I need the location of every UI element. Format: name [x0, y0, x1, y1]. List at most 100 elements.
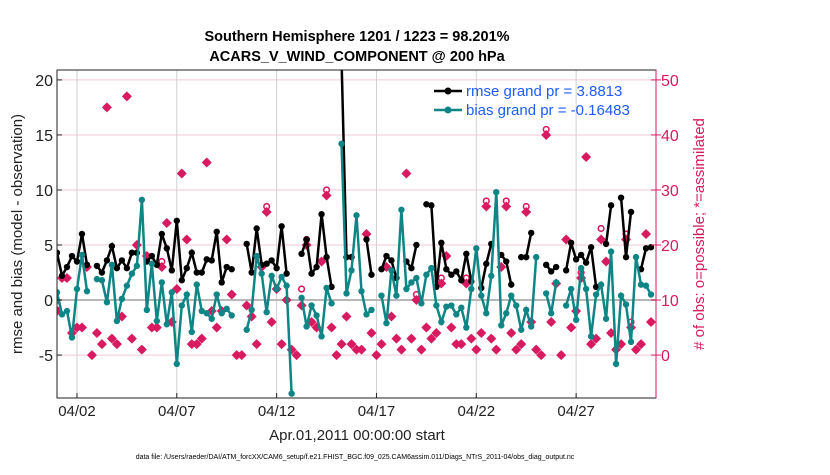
rmse-point	[503, 258, 510, 265]
bias-point	[632, 253, 640, 261]
obs-assimilated-point	[466, 333, 477, 344]
bias-point	[218, 310, 225, 317]
bias-point	[313, 312, 320, 319]
rmse-point	[642, 245, 650, 252]
bias-point	[473, 245, 480, 252]
rmse-point	[93, 262, 101, 270]
bias-point	[253, 252, 260, 260]
rmse-point	[73, 258, 81, 265]
obs-assimilated-point	[646, 317, 656, 328]
bias-point	[642, 282, 650, 289]
y-right-tick-label: 20	[661, 238, 679, 255]
obs-assimilated-point	[226, 289, 237, 300]
rmse-point	[283, 270, 290, 277]
obs-assimilated-point	[506, 328, 517, 339]
rmse-point	[273, 264, 280, 272]
x-tick-label: 04/27	[557, 403, 595, 420]
rmse-point	[153, 261, 161, 269]
legend-rmse-label: rmse grand pr = 3.8813	[466, 83, 622, 100]
bias-point	[178, 302, 185, 309]
bias-point	[158, 279, 166, 286]
rmse-point	[193, 269, 200, 276]
rmse-point	[423, 201, 430, 208]
obs-assimilated-point	[121, 91, 132, 102]
obs-assimilated-point	[76, 322, 87, 333]
rmse-point	[68, 252, 76, 260]
bias-point	[503, 310, 510, 317]
obs-assimilated-point	[431, 328, 442, 339]
obs-assimilated-point	[386, 311, 397, 322]
bias-point	[523, 306, 530, 314]
rmse-point	[98, 269, 106, 276]
bias-point	[283, 282, 290, 289]
rmse-point	[577, 251, 585, 259]
bias-point	[488, 272, 495, 280]
rmse-point	[328, 283, 335, 291]
obs-assimilated-point	[376, 339, 387, 350]
obs-assimilated-point	[486, 333, 497, 344]
rmse-point	[83, 261, 91, 269]
rmse-point	[542, 261, 550, 269]
obs-assimilated-point	[106, 333, 117, 344]
bias-point	[93, 275, 101, 283]
bias-point	[63, 307, 71, 315]
rmse-point	[383, 252, 390, 260]
obs-assimilated-point	[491, 344, 502, 355]
rmse-point	[123, 264, 131, 272]
bias-point	[413, 274, 420, 282]
obs-assimilated-point	[57, 306, 62, 317]
bias-point	[607, 248, 615, 255]
obs-assimilated-point	[131, 240, 142, 251]
bias-point	[358, 288, 365, 295]
obs-assimilated-point	[521, 206, 532, 217]
rmse-point	[622, 253, 630, 261]
bias-point	[98, 277, 106, 284]
rmse-point	[627, 208, 635, 216]
obs-assimilated-point	[536, 350, 547, 361]
bias-point	[383, 319, 390, 327]
rmse-point	[278, 223, 285, 230]
bias-point	[617, 292, 625, 299]
bias-point	[278, 273, 285, 281]
rmse-point	[203, 256, 210, 263]
rmse-point	[268, 257, 275, 264]
obs-assimilated-point	[556, 350, 567, 361]
obs-assimilated-point	[476, 328, 487, 339]
bias-point	[143, 306, 151, 314]
obs-assimilated-point	[126, 333, 137, 344]
footnote: data file: /Users/raeder/DAI/ATM_forcXX/…	[136, 454, 575, 461]
y-tick-label: 20	[35, 73, 53, 90]
rmse-point	[163, 245, 171, 252]
rmse-line-segment	[426, 203, 473, 287]
bias-point	[68, 334, 76, 341]
bias-point	[453, 311, 460, 318]
grid	[57, 70, 656, 398]
obs-assimilated-point	[426, 333, 437, 344]
bias-point	[323, 284, 330, 292]
bias-point	[208, 315, 215, 322]
rmse-line-segment	[619, 197, 633, 258]
bias-point	[513, 302, 520, 309]
legend-rmse-marker	[444, 87, 452, 95]
plot-area	[57, 70, 656, 397]
bias-point	[547, 310, 555, 317]
y-right-tick-label: 0	[661, 348, 670, 365]
bias-point	[508, 292, 515, 299]
rmse-point	[178, 277, 185, 284]
y-tick-label: -5	[39, 348, 53, 365]
bias-point	[403, 285, 410, 293]
rmse-point	[208, 257, 215, 264]
bias-point	[168, 289, 176, 296]
rmse-point	[218, 279, 225, 286]
bias-line-segment	[96, 199, 233, 365]
bias-point	[438, 318, 445, 326]
bias-point	[428, 264, 435, 272]
bias-point	[263, 308, 270, 316]
rmse-point	[318, 210, 325, 218]
rmse-point	[458, 277, 465, 284]
rmse-point	[243, 240, 250, 248]
y-tick-label: 10	[35, 183, 53, 200]
rmse-line-segment	[365, 239, 373, 275]
rmse-line-segment	[604, 205, 613, 245]
